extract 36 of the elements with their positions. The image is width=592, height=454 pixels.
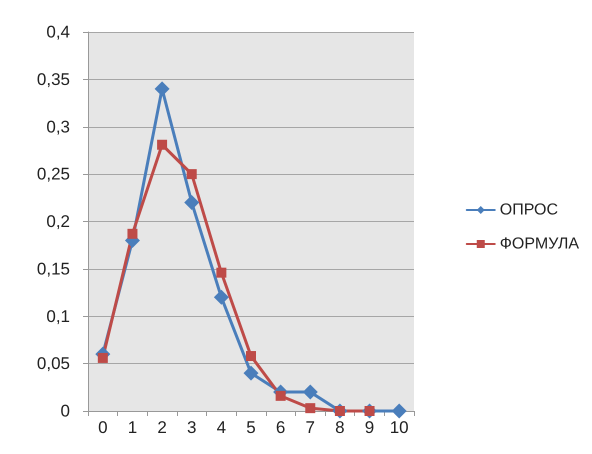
x-tick-label: 5 (246, 418, 256, 437)
point (244, 366, 258, 381)
legend-label: ОПРОС (500, 202, 558, 218)
point (276, 390, 286, 401)
point (214, 290, 229, 305)
x-tick-label: 4 (216, 418, 226, 437)
point (186, 169, 197, 180)
point (216, 268, 226, 278)
x-tick-label: 2 (157, 418, 167, 437)
y-tick-label: 0,3 (46, 117, 70, 136)
x-tick-label: 3 (186, 418, 196, 437)
point (184, 195, 200, 210)
y-tick-label: 0,15 (36, 259, 70, 278)
point (305, 403, 316, 414)
y-tick-label: 0,4 (46, 22, 70, 42)
x-tick-label: 0 (98, 418, 108, 437)
x-tick-label: 10 (390, 418, 409, 437)
y-tick-label: 0,2 (46, 212, 70, 231)
y-tick-label: 0,05 (36, 354, 70, 374)
y-tick-label: 0 (60, 402, 70, 420)
x-tick-label: 7 (306, 418, 316, 437)
x-tick-label: 9 (364, 418, 374, 437)
point (98, 352, 108, 363)
point (127, 228, 138, 239)
y-tick-label: 0,1 (46, 306, 70, 326)
point (392, 404, 407, 418)
point (246, 351, 256, 362)
y-tick-label: 0,35 (36, 70, 70, 89)
x-tick-label: 8 (335, 418, 345, 437)
point (154, 81, 170, 96)
point (157, 140, 168, 150)
x-tick-label: 1 (128, 418, 138, 437)
x-tick-label: 6 (276, 418, 286, 437)
y-tick-label: 0,25 (36, 164, 70, 184)
point (302, 384, 318, 400)
legend-label: ФОРМУЛА (500, 236, 580, 252)
